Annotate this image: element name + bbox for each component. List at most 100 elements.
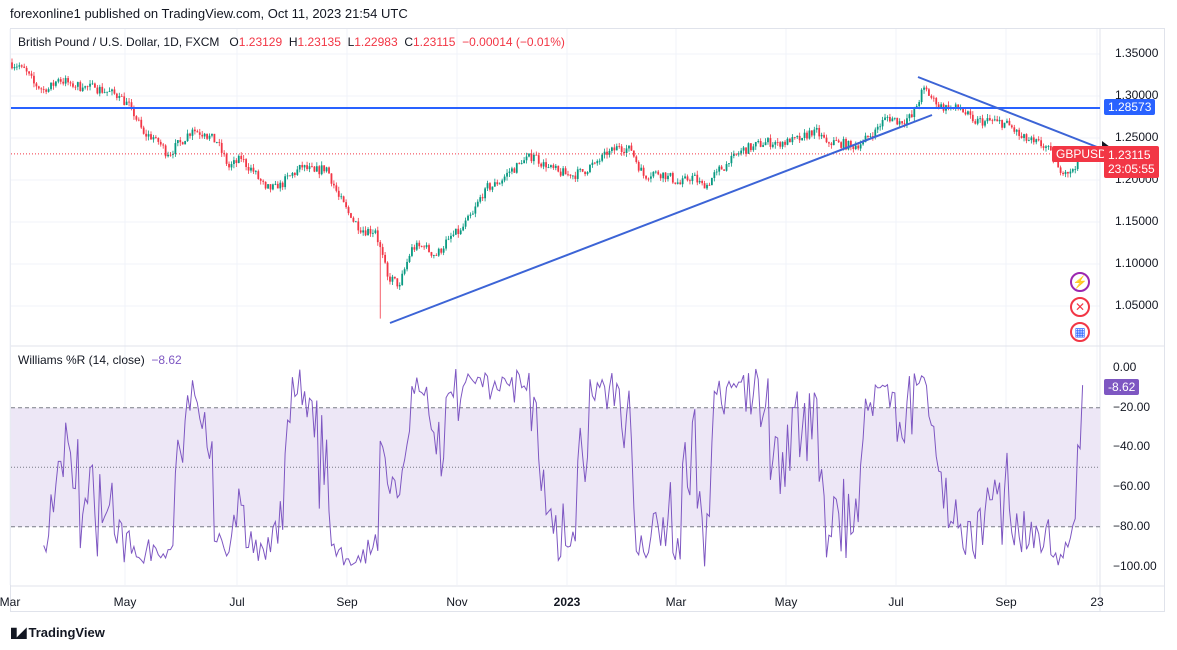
candle-body [971, 114, 974, 122]
candle-body [247, 166, 250, 171]
candle-body [430, 252, 433, 256]
candle-body [542, 162, 545, 167]
candle-body [128, 101, 130, 103]
candle-body [710, 178, 713, 186]
candle-body [1064, 171, 1067, 175]
candle-body [998, 120, 1001, 122]
candle-body [632, 150, 635, 157]
candle-body [340, 196, 343, 198]
candle-body [698, 180, 701, 183]
candle-body [345, 202, 347, 208]
candle-body [501, 180, 504, 184]
candle-body [508, 171, 511, 173]
candle-body [347, 207, 350, 214]
candle-body [220, 142, 223, 153]
tradingview-logo[interactable]: ▮◢ TradingView [10, 624, 105, 641]
candle-body [218, 142, 221, 143]
candle-body [801, 138, 804, 141]
us-flag-event-icon[interactable]: ▦ [1070, 322, 1090, 342]
candle-body [689, 180, 691, 182]
candle-body [201, 134, 204, 137]
candle-body [184, 141, 187, 145]
candle-body [828, 142, 830, 144]
candle-body [767, 138, 769, 143]
candle-body [879, 126, 882, 128]
candle-body [896, 117, 899, 125]
candle-body [954, 104, 957, 108]
candle-body [411, 247, 413, 256]
candle-body [1045, 146, 1047, 148]
candle-body [640, 167, 643, 171]
candle-body [730, 155, 733, 164]
candle-body [252, 167, 255, 172]
candle-body [76, 82, 79, 87]
candle-body [540, 163, 543, 167]
candle-body [420, 246, 423, 247]
candle-body [269, 184, 272, 190]
candle-body [481, 197, 484, 199]
uk-flag-event-icon[interactable]: ✕ [1070, 297, 1090, 317]
candle-body [832, 140, 835, 146]
candle-body [20, 65, 23, 67]
candle-body [579, 169, 582, 170]
candle-body [72, 83, 74, 87]
candle-body [552, 165, 555, 168]
close-label: C [404, 35, 413, 49]
candle-body [988, 118, 991, 121]
candle-body [871, 136, 874, 138]
candle-body [581, 169, 584, 172]
candle-body [372, 232, 374, 234]
candle-body [967, 111, 969, 115]
lightning-icon[interactable]: ⚡ [1070, 272, 1090, 292]
candle-body [623, 151, 625, 154]
candle-body [233, 160, 235, 165]
candle-body [803, 132, 806, 138]
candle-body [784, 141, 786, 145]
candle-body [113, 89, 116, 94]
candle-body [179, 140, 182, 143]
candle-body [591, 162, 594, 166]
candle-body [908, 114, 911, 119]
candle-body [1037, 139, 1040, 141]
candle-body [796, 135, 799, 138]
candle-body [693, 174, 696, 176]
candle-body [259, 178, 262, 181]
candle-body [330, 173, 333, 184]
time-tick-label: Jul [229, 595, 245, 609]
candle-body [1008, 120, 1011, 126]
candle-body [308, 166, 311, 170]
candle-body [691, 175, 694, 182]
open-value: 1.23129 [238, 35, 283, 49]
candle-body [889, 117, 891, 122]
candle-body [415, 242, 418, 250]
candle-body [69, 82, 72, 84]
candle-body [435, 255, 438, 256]
candle-body [891, 118, 894, 122]
candle-body [842, 138, 845, 148]
symbol-name: British Pound / U.S. Dollar, 1D, FXCM [18, 35, 220, 49]
candle-body [242, 159, 245, 160]
candle-body [1069, 171, 1072, 174]
candle-body [611, 147, 613, 151]
candle-body [874, 129, 877, 138]
candle-body [357, 221, 360, 231]
candle-body [276, 183, 279, 189]
candle-body [333, 183, 335, 186]
candle-body [64, 78, 67, 84]
time-tick-label: May [774, 595, 798, 609]
candle-body [742, 147, 745, 151]
candle-body [547, 167, 550, 168]
candle-body [603, 151, 606, 155]
candle-body [42, 89, 45, 90]
candle-body [1018, 129, 1021, 136]
candle-body [47, 89, 50, 92]
candle-body [362, 230, 365, 233]
candle-body [671, 173, 674, 183]
candle-body [215, 142, 218, 143]
candle-body [189, 133, 191, 136]
candle-body [679, 182, 682, 185]
candle-body [203, 133, 206, 137]
candle-body [862, 142, 864, 145]
candle-body [769, 138, 772, 147]
